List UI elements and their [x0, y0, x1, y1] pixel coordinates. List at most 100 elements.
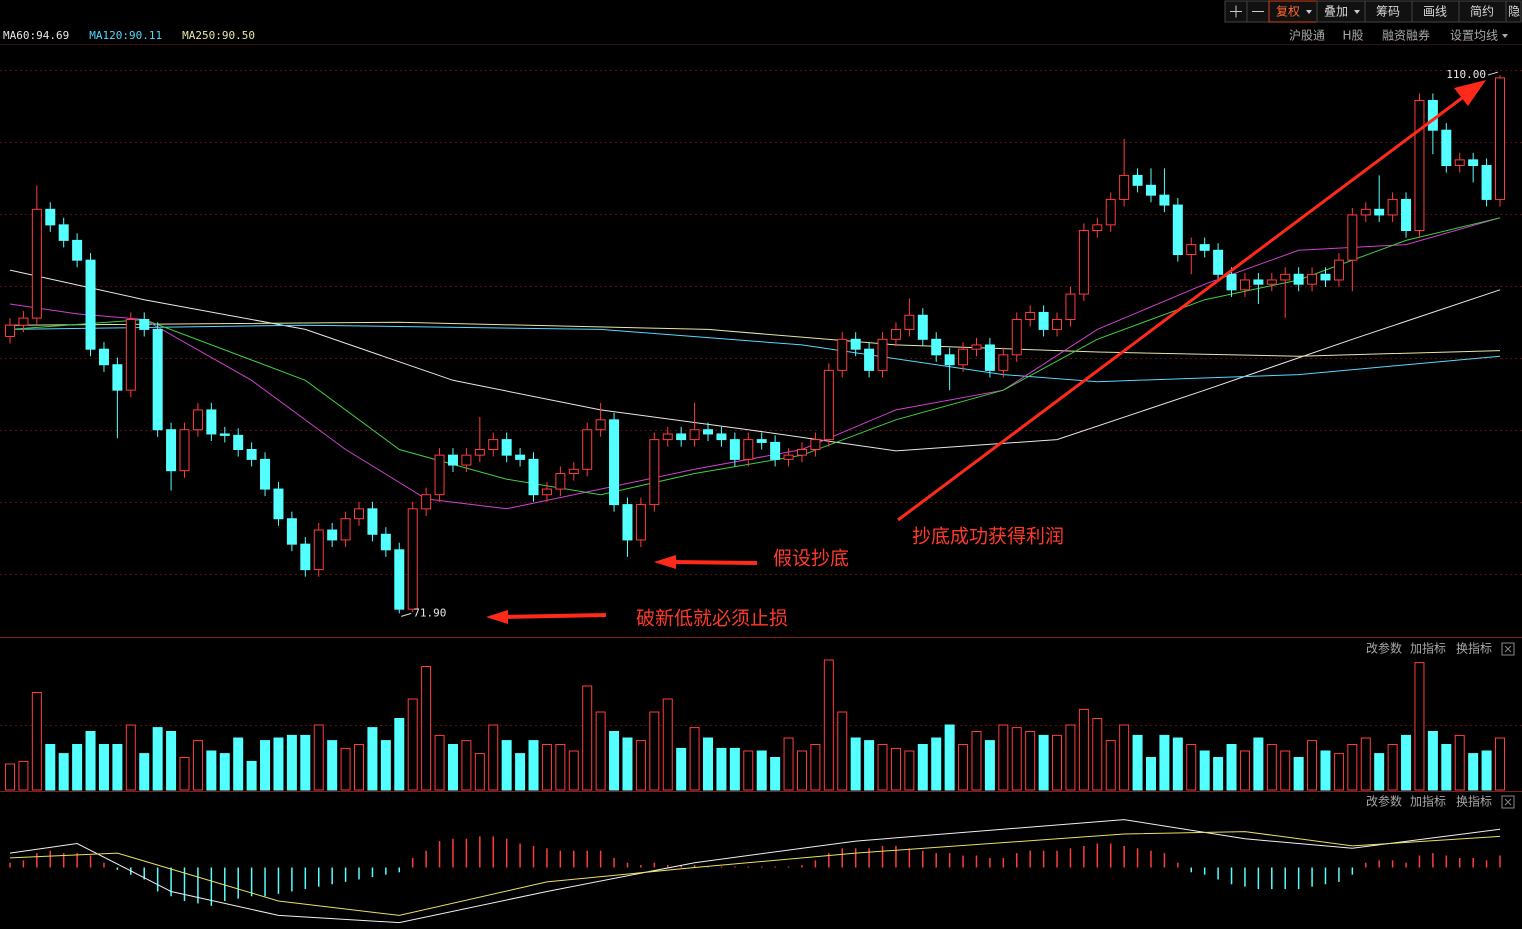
candle-body [837, 338, 848, 371]
volume-bar [1213, 757, 1224, 791]
toolbar-button-label[interactable]: 隐 [1508, 5, 1520, 19]
candle-body [1213, 249, 1224, 275]
volume-bar [246, 760, 257, 791]
volume-bar [501, 740, 512, 791]
candle-body [313, 529, 324, 571]
volume-bar [5, 763, 15, 791]
candle-body [367, 508, 378, 535]
info-link[interactable]: 融资融券 [1382, 28, 1430, 43]
candle-body [85, 259, 96, 350]
volume-bar [447, 744, 458, 791]
volume-bar [864, 740, 875, 791]
info-link[interactable]: H股 [1342, 29, 1363, 43]
volume-bar [1481, 750, 1492, 791]
toolbar-button[interactable] [1505, 0, 1522, 23]
info-link[interactable]: 沪股通 [1289, 29, 1325, 43]
volume-bar [18, 760, 29, 791]
candle-body [58, 224, 69, 241]
candle-body [890, 328, 901, 340]
volume-bar [1307, 740, 1318, 791]
volume-bar [703, 737, 714, 791]
legend-entry: MA60:94.69 [3, 29, 69, 42]
volume-bar [944, 724, 955, 791]
volume-bar [273, 737, 284, 791]
candle-body [233, 434, 244, 450]
volume-bar [1401, 734, 1412, 791]
candle-body [1239, 279, 1250, 291]
candle-body [716, 433, 727, 441]
candle-body [917, 314, 928, 340]
candle-body [1360, 208, 1371, 216]
panel-button[interactable]: 换指标 [1456, 641, 1492, 656]
volume-bar [354, 744, 365, 791]
candle-body [1427, 100, 1438, 131]
panel-button[interactable]: 改参数 [1366, 794, 1402, 809]
plus-icon [1230, 5, 1242, 18]
volume-bar [192, 740, 203, 791]
candle-body [1387, 198, 1398, 216]
panel-button[interactable]: 加指标 [1410, 641, 1446, 656]
candle-body [877, 338, 888, 371]
candle-body [756, 439, 767, 443]
candle-body [1078, 230, 1089, 295]
volume-bar [904, 750, 915, 791]
volume-bar [72, 744, 83, 791]
volume-bar [1347, 744, 1358, 791]
volume-panel-header: 改参数 加指标 换指标 [1366, 641, 1515, 656]
candle-body [1468, 159, 1479, 167]
volume-bar [474, 753, 485, 791]
volume-bar [1374, 753, 1385, 791]
panel-button[interactable]: 改参数 [1366, 641, 1402, 656]
candle-body [260, 458, 271, 490]
line [9, 217, 1501, 510]
candle-body [1011, 319, 1022, 356]
dropdown-icon [1502, 34, 1508, 38]
volume-bar [58, 753, 69, 791]
volume-bar [394, 718, 405, 791]
panel-button[interactable]: 加指标 [1410, 794, 1446, 809]
toolbar-button-label[interactable]: 画线 [1423, 5, 1447, 19]
volume-bar [1293, 757, 1304, 791]
trend-arrow [897, 96, 1463, 522]
volume-bar [98, 744, 109, 791]
volume-bar [233, 737, 244, 791]
volume-bar [743, 750, 754, 791]
volume-bar [1454, 734, 1465, 791]
toolbar-button-label[interactable]: 叠加 [1324, 5, 1348, 19]
toolbar-button-label[interactable]: 简约 [1470, 4, 1494, 19]
candle-body [568, 468, 579, 475]
candle-body [1320, 273, 1331, 281]
volume-bar [1186, 744, 1197, 791]
volume-bar [488, 724, 499, 791]
candle-body [179, 429, 190, 472]
candle-body [434, 454, 445, 496]
arrow [503, 613, 607, 619]
volume-bar [555, 744, 566, 791]
candle-body [1454, 159, 1465, 167]
candle-body [622, 504, 633, 541]
volume-bar [219, 753, 230, 791]
arrow-head [486, 610, 508, 624]
candle-body [1092, 224, 1103, 232]
candle-body [729, 439, 740, 460]
candle-body [823, 369, 834, 441]
volume-bar [622, 737, 633, 791]
info-link[interactable]: 设置均线 [1450, 29, 1498, 43]
close-button[interactable] [1501, 795, 1515, 809]
toolbar-button-label[interactable]: 筹码 [1376, 5, 1400, 19]
volume-bar [152, 727, 163, 791]
panel-button[interactable]: 换指标 [1456, 794, 1492, 809]
plot-area: 110.00 71.90 [0, 68, 1522, 924]
volume-bar [662, 698, 673, 791]
volume-bar [582, 685, 593, 791]
volume-bar [166, 731, 177, 791]
close-icon [1504, 645, 1512, 653]
close-button[interactable] [1501, 642, 1515, 656]
volume-bar [729, 747, 740, 791]
candle-body [327, 529, 338, 541]
volume-bar [1199, 750, 1210, 791]
candle-body [447, 454, 458, 466]
volume-bar [1387, 744, 1398, 791]
toolbar-button-label[interactable]: 复权 [1276, 5, 1300, 19]
